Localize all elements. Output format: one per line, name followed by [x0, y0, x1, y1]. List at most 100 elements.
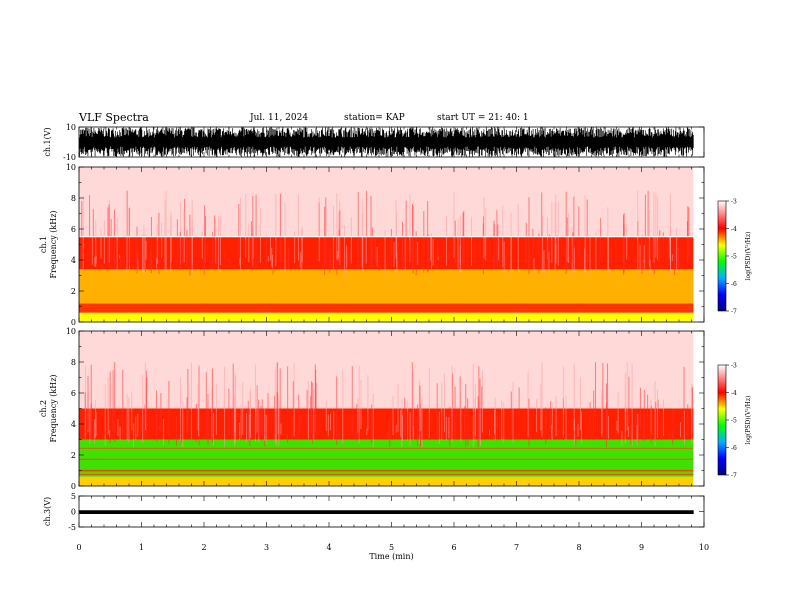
spectrogram-streak — [135, 255, 137, 261]
spectrogram-streak — [107, 207, 109, 270]
spectrogram-streak — [292, 381, 294, 431]
spectrogram-streak — [423, 211, 425, 273]
spectrogram-streak — [545, 407, 547, 444]
spectrogram-streak — [608, 415, 610, 440]
spectrogram-streak — [211, 387, 213, 439]
spectrogram-streak — [269, 237, 271, 261]
spectrogram-streak — [481, 370, 483, 433]
spectrogram-streak — [254, 364, 256, 442]
y-tick-label: 2 — [71, 287, 76, 296]
spectrogram-streak — [500, 259, 502, 261]
spectrogram-streak — [626, 223, 628, 260]
spectrogram-streak — [448, 431, 450, 433]
spectrogram-streak — [631, 363, 633, 446]
spectrogram-streak — [114, 362, 116, 442]
spectrogram-streak — [256, 385, 258, 433]
spectrogram-streak — [396, 211, 398, 267]
y-axis-label: Frequency (kHz) — [49, 374, 58, 442]
spectrogram-streak — [644, 194, 646, 270]
spectrogram-streak — [156, 390, 158, 442]
spectrogram-streak — [310, 381, 312, 435]
y-tick-label: 6 — [71, 225, 76, 234]
spectrogram-streak — [336, 376, 338, 445]
x-tick-label: 8 — [576, 543, 581, 552]
spectrogram-streak — [366, 428, 368, 435]
spectrogram-streak — [627, 426, 629, 437]
spectrogram-streak — [332, 205, 334, 272]
spectrogram-streak — [100, 228, 102, 259]
spectrogram-streak — [584, 248, 586, 274]
spectrogram-streak — [550, 424, 552, 439]
spectrogram-streak — [358, 365, 360, 444]
spectrogram-streak — [260, 405, 262, 437]
spectrogram-streak — [233, 394, 235, 447]
spectrogram-band — [79, 331, 694, 409]
spectrogram-streak — [272, 257, 274, 275]
spectrogram-streak — [481, 386, 483, 435]
spectrogram-streak — [376, 246, 378, 267]
y-axis-label: ch.2 — [39, 400, 48, 417]
spectrogram-streak — [555, 243, 557, 263]
spectrogram-streak — [400, 410, 402, 438]
spectrogram-streak — [510, 235, 512, 275]
spectrogram-streak — [687, 404, 689, 436]
spectrogram-streak — [113, 209, 115, 269]
spectrogram-streak — [218, 240, 220, 260]
spectrogram-streak — [109, 430, 111, 439]
spectrogram-streak — [438, 411, 440, 445]
spectrogram-streak — [602, 243, 604, 260]
y-tick-label: -5 — [68, 523, 76, 532]
spectrogram-streak — [452, 373, 454, 430]
spectrogram-streak — [397, 383, 399, 432]
spectrogram-streak — [378, 257, 380, 271]
spectrogram-streak — [437, 256, 439, 261]
spectrogram-streak — [144, 234, 146, 271]
spectrogram-streak — [325, 400, 327, 431]
ch2-spectrogram-panel: -3 -4 -5 -6 -7 log(PSD)(V²/Hz) 0 2 4 6 8 10 ch.2 Freq… — [39, 327, 752, 491]
y-tick-label: 6 — [71, 389, 76, 398]
y-tick-label: 0 — [71, 482, 76, 491]
spectrogram-streak — [493, 410, 495, 434]
spectrogram-streak — [365, 203, 367, 264]
spectrogram-streak — [211, 368, 213, 443]
x-ticks — [78, 167, 705, 322]
spectrogram-streak — [600, 218, 602, 258]
spectrogram-streak — [175, 415, 177, 446]
spectrogram-streak — [628, 376, 630, 436]
spectrogram-streak — [395, 199, 397, 259]
spectrogram-streak — [361, 213, 363, 267]
spectrogram-streak — [623, 256, 625, 265]
spectrogram-streak — [419, 385, 421, 433]
spectrogram-streak — [680, 422, 682, 438]
spectrogram-streak — [271, 247, 273, 267]
spectrogram-streak — [176, 219, 178, 264]
x-tick-label: 3 — [264, 543, 269, 552]
spectrogram-streak — [315, 382, 317, 431]
spectrogram-streak — [672, 429, 674, 445]
spectrogram-streak — [688, 207, 690, 262]
spectrogram-streak — [421, 396, 423, 448]
spectrogram-streak — [557, 202, 559, 266]
spectrogram-streak — [189, 214, 191, 276]
spectrogram-streak — [271, 254, 273, 268]
spectrogram-streak — [587, 253, 589, 260]
spectrogram-streak — [165, 190, 167, 271]
spectrogram-streak — [112, 370, 114, 432]
colorbar: -3 -4 -5 -6 -7 log(PSD)(V²/Hz) — [717, 363, 752, 480]
spectrogram-streak — [279, 368, 281, 439]
spectrogram-streak — [261, 399, 263, 436]
spectrogram-streak — [179, 377, 181, 443]
spectrogram-streak — [139, 422, 141, 430]
colorbar-scale — [717, 200, 727, 312]
spectrogram-streak — [441, 382, 443, 441]
spectrogram-band — [79, 408, 694, 440]
colorbar-tick-label: -3 — [731, 363, 737, 370]
spectrogram-streak — [290, 430, 292, 435]
spectrogram-streak — [307, 381, 309, 439]
spectrogram-streak — [207, 393, 209, 446]
spectrogram-streak — [351, 366, 353, 436]
spectrogram-streak — [594, 427, 596, 441]
spectrogram-streak — [401, 415, 403, 442]
spectrogram-streak — [94, 257, 96, 267]
spectrogram-streak — [310, 395, 312, 433]
